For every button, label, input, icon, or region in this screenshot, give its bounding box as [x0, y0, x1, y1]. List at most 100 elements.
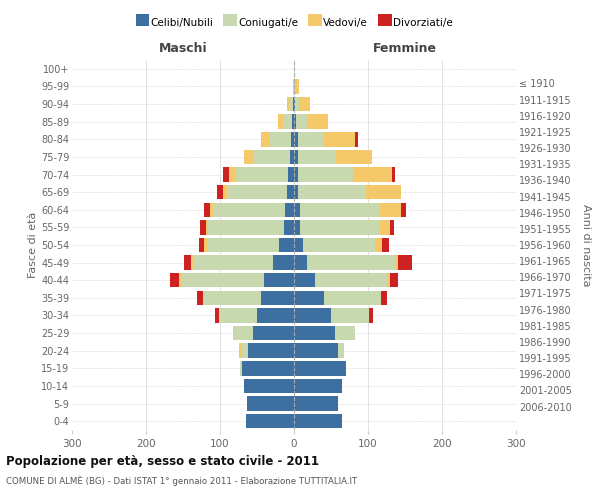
Bar: [287, 97, 289, 112]
Y-axis label: Fasce di età: Fasce di età: [28, 212, 38, 278]
Bar: [212, 202, 285, 217]
Text: Femmine: Femmine: [373, 42, 437, 54]
Bar: [395, 256, 398, 270]
Bar: [392, 168, 395, 181]
Bar: [323, 132, 355, 146]
Bar: [205, 202, 211, 217]
Bar: [223, 185, 227, 200]
Bar: [380, 220, 390, 234]
Bar: [294, 220, 300, 234]
Bar: [257, 308, 294, 322]
Bar: [299, 97, 310, 112]
Bar: [294, 150, 298, 164]
Bar: [193, 256, 273, 270]
Bar: [215, 308, 218, 322]
Bar: [335, 326, 355, 340]
Bar: [336, 150, 372, 164]
Bar: [294, 97, 295, 112]
Bar: [271, 132, 291, 146]
Bar: [197, 290, 203, 305]
Bar: [376, 238, 382, 252]
Bar: [294, 185, 298, 200]
Y-axis label: Anni di nascita: Anni di nascita: [581, 204, 591, 286]
Bar: [287, 185, 294, 200]
Bar: [284, 220, 294, 234]
Bar: [295, 79, 299, 94]
Bar: [307, 256, 395, 270]
Bar: [260, 290, 294, 305]
Bar: [294, 326, 335, 340]
Bar: [307, 114, 328, 129]
Bar: [300, 202, 380, 217]
Bar: [296, 114, 307, 129]
Bar: [298, 132, 323, 146]
Text: Maschi: Maschi: [158, 42, 208, 54]
Bar: [236, 168, 288, 181]
Bar: [244, 150, 254, 164]
Bar: [247, 396, 294, 411]
Bar: [294, 168, 298, 181]
Bar: [298, 185, 366, 200]
Bar: [170, 273, 179, 287]
Bar: [401, 202, 406, 217]
Bar: [380, 202, 401, 217]
Bar: [244, 378, 294, 393]
Bar: [294, 414, 342, 428]
Bar: [294, 238, 303, 252]
Bar: [293, 79, 294, 94]
Bar: [294, 396, 338, 411]
Legend: Celibi/Nubili, Coniugati/e, Vedovi/e, Divorziati/e: Celibi/Nubili, Coniugati/e, Vedovi/e, Di…: [131, 14, 457, 32]
Bar: [283, 114, 292, 129]
Bar: [288, 168, 294, 181]
Bar: [206, 220, 208, 234]
Bar: [294, 344, 338, 358]
Bar: [242, 344, 248, 358]
Bar: [292, 114, 294, 129]
Bar: [218, 308, 257, 322]
Bar: [294, 132, 298, 146]
Bar: [246, 414, 294, 428]
Bar: [382, 290, 387, 305]
Bar: [279, 238, 294, 252]
Bar: [298, 150, 336, 164]
Text: COMUNE DI ALMÈ (BG) - Dati ISTAT 1° gennaio 2011 - Elaborazione TUTTITALIA.IT: COMUNE DI ALMÈ (BG) - Dati ISTAT 1° genn…: [6, 476, 357, 486]
Bar: [200, 220, 206, 234]
Bar: [253, 326, 294, 340]
Bar: [290, 150, 294, 164]
Bar: [208, 220, 284, 234]
Bar: [206, 238, 279, 252]
Bar: [294, 273, 315, 287]
Bar: [223, 168, 229, 181]
Bar: [240, 361, 242, 376]
Bar: [353, 168, 392, 181]
Bar: [387, 273, 390, 287]
Bar: [203, 290, 260, 305]
Bar: [355, 132, 358, 146]
Bar: [323, 290, 382, 305]
Bar: [295, 97, 299, 112]
Bar: [278, 114, 283, 129]
Bar: [262, 132, 271, 146]
Bar: [298, 168, 353, 181]
Bar: [315, 273, 387, 287]
Bar: [239, 344, 242, 358]
Bar: [233, 326, 253, 340]
Bar: [294, 114, 296, 129]
Bar: [191, 256, 193, 270]
Bar: [254, 150, 290, 164]
Bar: [300, 220, 380, 234]
Bar: [390, 273, 398, 287]
Text: Popolazione per età, sesso e stato civile - 2011: Popolazione per età, sesso e stato civil…: [6, 455, 319, 468]
Bar: [294, 378, 342, 393]
Bar: [273, 256, 294, 270]
Bar: [217, 185, 223, 200]
Bar: [294, 290, 323, 305]
Bar: [398, 256, 412, 270]
Bar: [390, 220, 394, 234]
Bar: [303, 238, 376, 252]
Bar: [294, 361, 346, 376]
Bar: [179, 273, 182, 287]
Bar: [291, 132, 294, 146]
Bar: [289, 97, 293, 112]
Bar: [382, 238, 389, 252]
